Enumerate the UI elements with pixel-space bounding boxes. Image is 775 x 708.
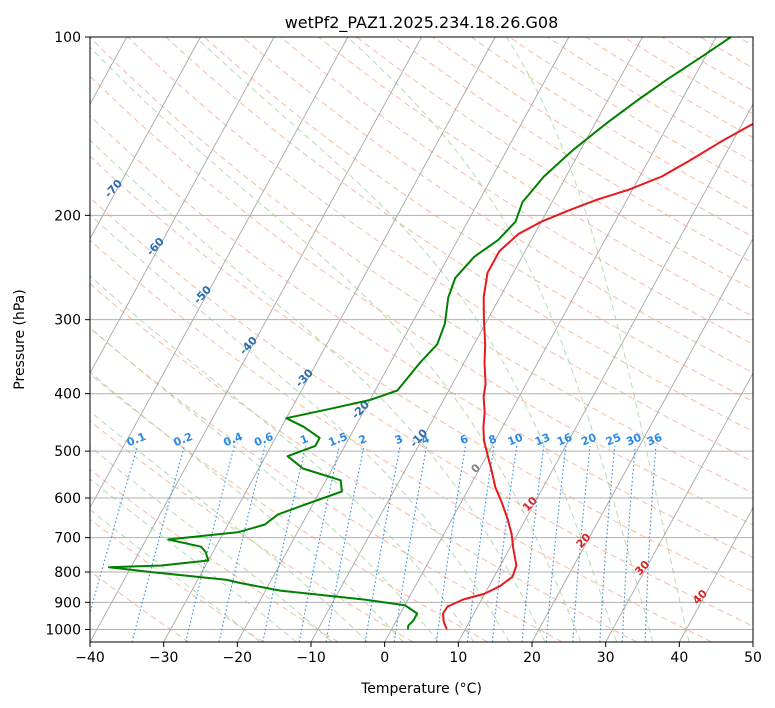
mixing-ratio-label: 13 (533, 431, 552, 449)
mixing-ratio-label: 30 (624, 431, 643, 449)
y-tick-label: 1000 (45, 622, 81, 638)
mixing-ratio-line (491, 445, 518, 642)
dry-adiabat-line (90, 155, 753, 592)
dry-adiabat-line (90, 239, 712, 642)
moist-adiabat-line (506, 37, 690, 642)
dry-adiabat-line (90, 518, 264, 642)
mixing-ratio-label: 1 (298, 432, 310, 447)
dry-adiabat-line (203, 37, 753, 403)
isotherm-line (90, 37, 349, 509)
mixing-ratio-line (298, 445, 340, 642)
plot-frame (89, 36, 754, 643)
y-tick-label: 700 (54, 531, 81, 547)
moist-adiabat-line (195, 37, 618, 642)
isotherm-line (678, 506, 753, 642)
y-tick-label: 900 (54, 595, 81, 611)
mixing-ratio-line (218, 445, 266, 642)
dry-adiabat-line (90, 197, 753, 627)
dry-adiabat-line (90, 468, 339, 642)
x-tick-label: 40 (670, 650, 688, 666)
dry-adiabat-line (90, 570, 190, 642)
y-axis-label: Pressure (hPa) (12, 289, 28, 389)
x-tick-label: 0 (380, 650, 389, 666)
isotherm-line (90, 37, 201, 240)
mixing-ratio-line (90, 445, 139, 615)
mixing-ratio-line (131, 445, 185, 642)
y-tick-label: 300 (54, 313, 81, 329)
y-tick-label: 600 (54, 491, 81, 507)
moist-adiabat-line (347, 37, 654, 642)
mixing-ratio-line (621, 445, 636, 642)
isotherm-line (605, 372, 753, 642)
dry-adiabat-line (165, 37, 753, 432)
x-tick-label: 20 (523, 650, 541, 666)
y-tick-label: 200 (54, 208, 81, 224)
isotherm-line (531, 237, 753, 642)
moist-adiabat-line (90, 213, 510, 642)
mixing-ratio-line (521, 445, 545, 642)
mixing-ratio-label: 10 (506, 431, 525, 449)
mixing-ratio-line (364, 445, 401, 642)
temperature-profile-line (442, 122, 753, 630)
x-tick-label: −20 (223, 650, 253, 666)
dry-adiabat-line (318, 37, 753, 318)
y-tick-label: 400 (54, 387, 81, 403)
chart-title: wetPf2_PAZ1.2025.234.18.26.G08 (285, 13, 559, 33)
moist-adiabat-line (90, 139, 546, 642)
isotherm-line (90, 37, 422, 642)
isotherm-line (90, 37, 275, 375)
mixing-ratio-line (572, 445, 591, 642)
x-tick-label: 10 (449, 650, 467, 666)
x-tick-label: −30 (149, 650, 179, 666)
mixing-ratio-line (393, 445, 428, 642)
dry-adiabat-line (90, 327, 563, 642)
mixing-ratio-label: 16 (555, 431, 574, 449)
isotherm-line (384, 37, 717, 642)
y-tick-label: 100 (54, 30, 81, 46)
moist-adiabat-line (90, 445, 333, 642)
moist-adiabat-line (90, 326, 439, 642)
moist-adiabat-line (90, 371, 404, 642)
mixing-ratio-line (599, 445, 616, 642)
x-axis-label: Temperature (°C) (360, 681, 482, 697)
mixing-ratio-label: 3 (393, 432, 405, 447)
dry-adiabat-line (90, 373, 488, 642)
mixing-ratio-line (262, 445, 307, 642)
y-tick-label: 800 (54, 565, 81, 581)
mixing-ratio-line (185, 445, 235, 642)
dry-adiabat-line (241, 37, 753, 374)
mixing-ratio-label: 20 (579, 431, 598, 449)
x-tick-label: 50 (744, 650, 762, 666)
dry-adiabat-line (356, 37, 753, 290)
mixing-ratio-label: 25 (604, 431, 623, 449)
dry-adiabat-line (90, 75, 753, 526)
isotherm-line (163, 37, 496, 642)
mixing-ratio-line (466, 445, 495, 642)
mixing-ratio-label: 8 (487, 432, 499, 447)
moist-adiabat-line (90, 410, 369, 642)
mixing-ratio-label: 2 (357, 432, 369, 447)
mixing-ratio-label: 36 (645, 431, 664, 449)
isotherm-line (457, 103, 753, 642)
y-tick-label: 500 (54, 444, 81, 460)
x-tick-label: −40 (75, 650, 105, 666)
x-tick-label: 30 (597, 650, 615, 666)
moist-adiabat-line (90, 478, 297, 642)
x-tick-label: −10 (296, 650, 326, 666)
mixing-ratio-line (325, 445, 365, 642)
mixing-ratio-line (545, 445, 567, 642)
mixing-ratio-line (435, 445, 466, 642)
dewpoint-profile-line (107, 37, 732, 630)
dry-adiabat-line (90, 282, 638, 642)
isotherm-line (236, 37, 570, 642)
